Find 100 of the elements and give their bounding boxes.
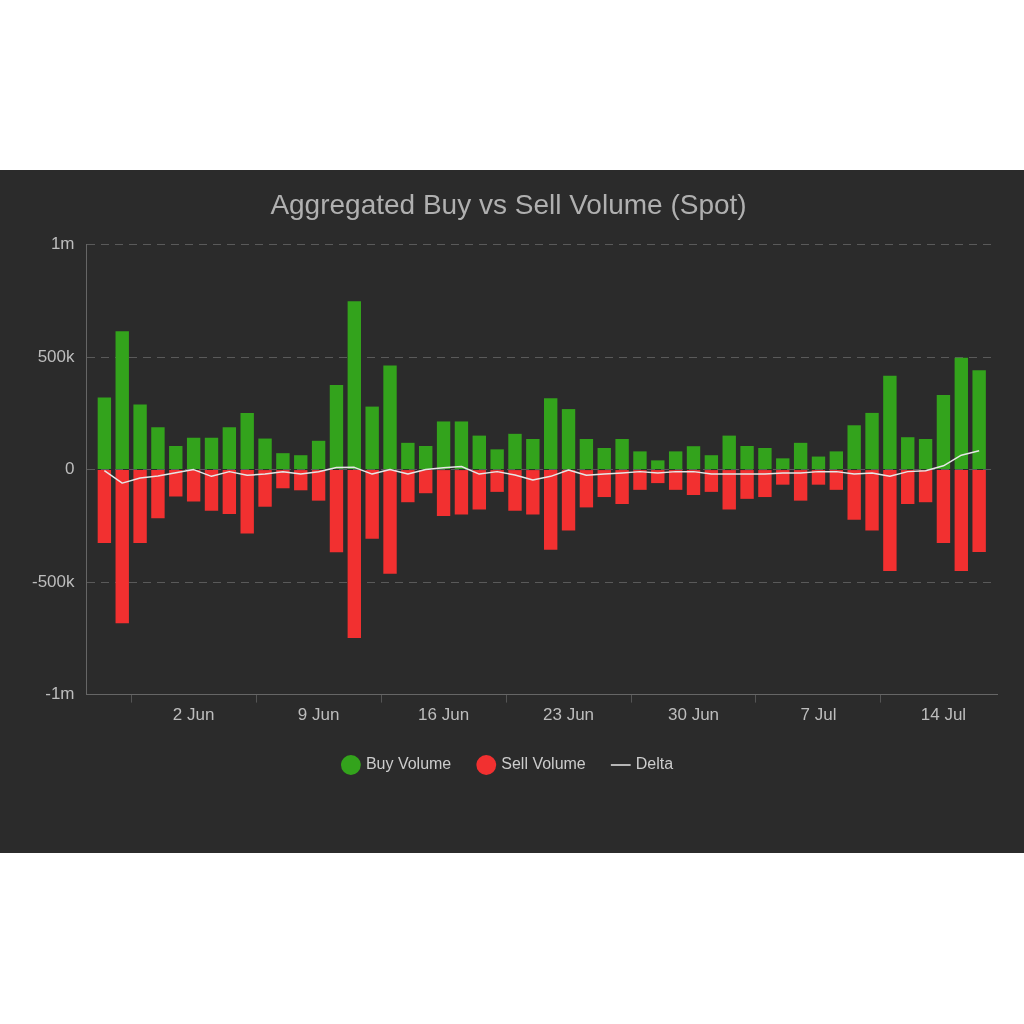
bar — [936, 394, 951, 470]
bar — [847, 425, 861, 470]
bar — [526, 470, 540, 515]
bar — [472, 435, 486, 470]
bar — [115, 470, 129, 624]
bar — [954, 470, 968, 572]
bar — [454, 470, 469, 515]
bar — [901, 437, 915, 470]
x-tick-label: 30 Jun — [667, 705, 720, 725]
bar — [758, 470, 772, 498]
bar — [311, 470, 326, 501]
bar — [115, 331, 129, 470]
bar — [240, 470, 254, 534]
bar — [329, 470, 344, 553]
bar — [865, 470, 879, 531]
bar — [722, 470, 736, 510]
legend-label: Sell Volume — [501, 755, 586, 773]
bar — [222, 427, 237, 470]
bar — [615, 439, 629, 470]
bar — [668, 451, 683, 470]
bar — [419, 445, 433, 470]
bar — [169, 445, 183, 470]
bar — [865, 412, 879, 470]
y-tick-label: -1m — [45, 684, 75, 704]
bar — [490, 470, 504, 492]
bar — [347, 470, 362, 638]
bar — [633, 451, 647, 470]
bar — [276, 453, 290, 470]
bar — [740, 445, 754, 470]
bar — [508, 470, 522, 511]
bar — [186, 470, 201, 502]
bar — [151, 470, 165, 519]
bar — [186, 437, 201, 470]
bar — [901, 470, 915, 505]
y-tick-label: 500k — [37, 346, 76, 366]
bar — [776, 458, 790, 470]
x-tick-label: 2 Jun — [172, 705, 215, 725]
bar — [204, 437, 219, 470]
x-tick-label: 9 Jun — [297, 705, 340, 725]
bar — [597, 470, 611, 498]
x-tick-label: 7 Jul — [800, 705, 837, 725]
bar — [811, 456, 826, 470]
bar — [276, 470, 290, 489]
bar — [633, 470, 647, 490]
bar — [133, 404, 147, 470]
bar — [97, 397, 112, 470]
bar — [811, 470, 826, 485]
x-tick-label: 16 Jun — [418, 705, 470, 725]
bar — [347, 301, 362, 470]
bar — [258, 470, 272, 507]
legend-label: Buy Volume — [365, 755, 452, 773]
bar — [329, 385, 344, 470]
bar — [972, 470, 986, 552]
bar — [668, 470, 683, 490]
bar — [543, 470, 558, 550]
bar — [561, 409, 576, 470]
bar — [722, 435, 736, 470]
bar — [936, 470, 951, 543]
bar — [883, 375, 897, 470]
bar — [615, 470, 629, 505]
bar — [401, 442, 415, 470]
bar — [169, 470, 183, 497]
bar — [704, 470, 719, 492]
bar — [311, 440, 326, 470]
bar — [793, 442, 808, 470]
bar — [222, 470, 237, 514]
bar — [436, 421, 451, 470]
bar — [918, 439, 933, 470]
bar — [526, 439, 540, 470]
bar — [829, 470, 844, 490]
bar — [204, 470, 219, 511]
bar — [579, 439, 594, 470]
bar — [490, 449, 504, 470]
bar — [454, 421, 469, 470]
bar — [383, 470, 397, 574]
bar — [651, 460, 665, 470]
bar — [258, 438, 272, 470]
y-tick-label: 1m — [50, 234, 75, 254]
y-tick-label: 0 — [65, 459, 75, 479]
bar — [847, 470, 861, 520]
bar — [133, 470, 147, 543]
bar — [561, 470, 576, 531]
bar — [686, 470, 701, 496]
bar — [543, 398, 558, 470]
bar — [758, 448, 772, 470]
bar — [365, 470, 379, 539]
bar — [793, 470, 808, 501]
bar — [740, 470, 754, 499]
x-tick-label: 23 Jun — [543, 705, 595, 725]
bar — [240, 412, 254, 470]
bar — [597, 448, 611, 470]
bar — [436, 470, 451, 516]
bar — [97, 470, 112, 543]
bar — [972, 370, 986, 470]
bar — [579, 470, 594, 508]
bar — [918, 470, 933, 503]
bar — [401, 470, 415, 503]
legend-label: Delta — [635, 755, 674, 773]
bar — [472, 470, 486, 510]
bar — [508, 433, 522, 470]
